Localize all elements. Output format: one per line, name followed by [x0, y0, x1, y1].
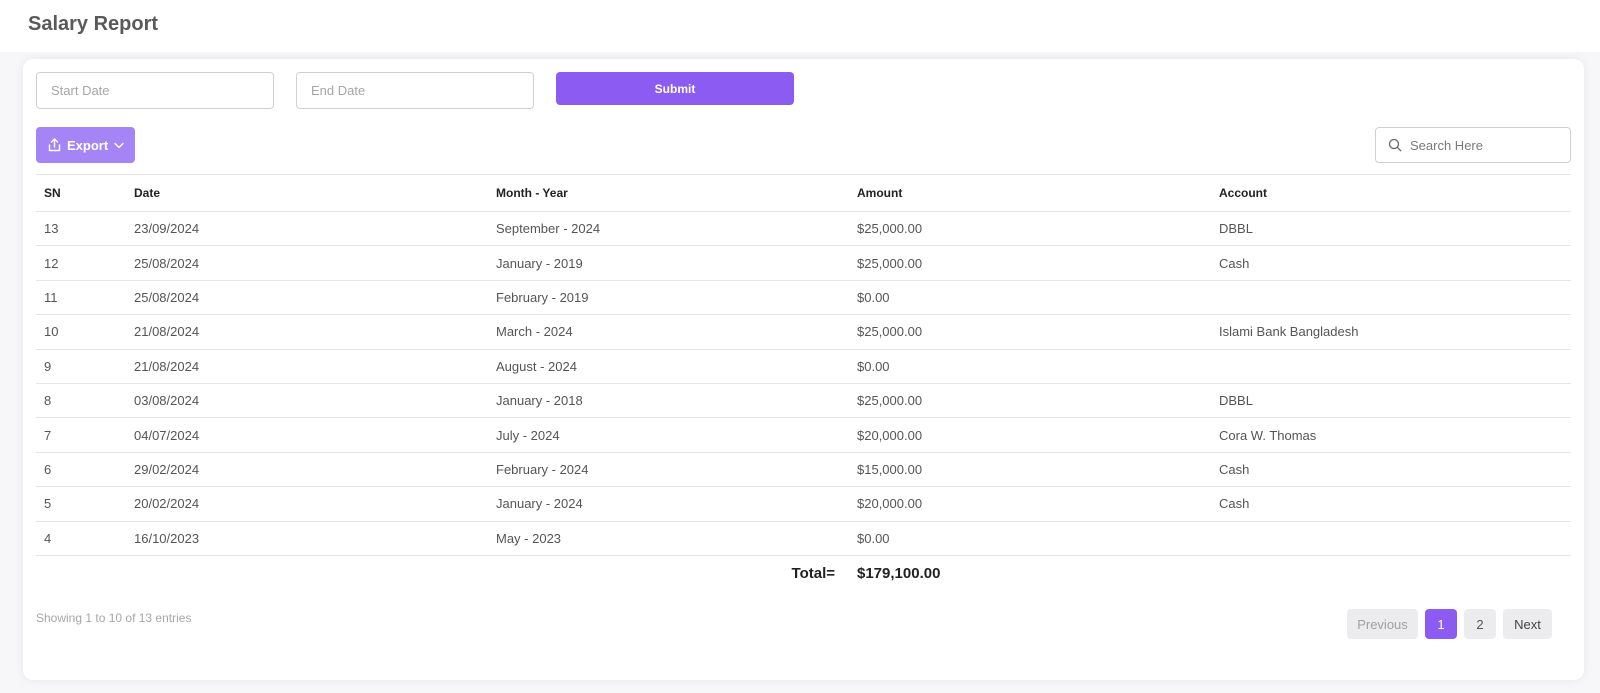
cell-date: 04/07/2024 — [126, 417, 488, 453]
cell-sn: 13 — [36, 211, 126, 247]
cell-month-year: March - 2024 — [488, 314, 849, 350]
cell-account: Cash — [1211, 245, 1571, 281]
cell-sn: 8 — [36, 383, 126, 419]
cell-date: 03/08/2024 — [126, 383, 488, 419]
cell-amount: $25,000.00 — [849, 314, 1211, 350]
table-row: 11 25/08/2024 February - 2019 $0.00 — [36, 280, 1571, 316]
cell-account: Cash — [1211, 486, 1571, 522]
page-button-2[interactable]: 2 — [1464, 609, 1496, 639]
cell-amount: $20,000.00 — [849, 486, 1211, 522]
column-header-sn[interactable]: SN — [36, 174, 126, 212]
cell-month-year: February - 2019 — [488, 280, 849, 316]
cell-sn: 10 — [36, 314, 126, 350]
cell-month-year: January - 2019 — [488, 245, 849, 281]
cell-amount: $20,000.00 — [849, 417, 1211, 453]
cell-date: 20/02/2024 — [126, 486, 488, 522]
total-label: Total= — [791, 565, 835, 583]
cell-account: Cash — [1211, 452, 1571, 488]
table-row: 6 29/02/2024 February - 2024 $15,000.00 … — [36, 452, 1571, 488]
report-card: Submit Export SN Date Month - Year Amoun… — [23, 59, 1584, 680]
total-empty-cell — [1211, 555, 1571, 591]
cell-date: 21/08/2024 — [126, 314, 488, 350]
cell-date: 23/09/2024 — [126, 211, 488, 247]
cell-date: 16/10/2023 — [126, 521, 488, 556]
cell-month-year: July - 2024 — [488, 417, 849, 453]
entries-info: Showing 1 to 10 of 13 entries — [36, 611, 192, 625]
cell-account — [1211, 349, 1571, 384]
pagination: Previous 1 2 Next — [1347, 609, 1552, 639]
cell-amount: $0.00 — [849, 349, 1211, 384]
cell-amount: $25,000.00 — [849, 211, 1211, 247]
cell-account — [1211, 280, 1571, 316]
table-row: 8 03/08/2024 January - 2018 $25,000.00 D… — [36, 383, 1571, 419]
cell-amount: $0.00 — [849, 280, 1211, 316]
cell-amount: $15,000.00 — [849, 452, 1211, 488]
cell-date: 25/08/2024 — [126, 280, 488, 316]
table-row: 12 25/08/2024 January - 2019 $25,000.00 … — [36, 245, 1571, 281]
cell-sn: 4 — [36, 521, 126, 556]
cell-sn: 9 — [36, 349, 126, 384]
top-bar: Salary Report — [0, 0, 1600, 52]
table-row: 5 20/02/2024 January - 2024 $20,000.00 C… — [36, 486, 1571, 522]
table-row: 13 23/09/2024 September - 2024 $25,000.0… — [36, 211, 1571, 247]
previous-button[interactable]: Previous — [1347, 609, 1418, 639]
table-header-row: SN Date Month - Year Amount Account — [36, 174, 1571, 212]
cell-month-year: January - 2018 — [488, 383, 849, 419]
cell-date: 25/08/2024 — [126, 245, 488, 281]
column-header-account[interactable]: Account — [1211, 174, 1571, 212]
export-button[interactable]: Export — [36, 127, 135, 163]
cell-amount: $0.00 — [849, 521, 1211, 556]
cell-sn: 7 — [36, 417, 126, 453]
search-input[interactable] — [1410, 137, 1560, 153]
export-label: Export — [67, 137, 109, 153]
cell-month-year: January - 2024 — [488, 486, 849, 522]
column-header-month-year[interactable]: Month - Year — [488, 174, 849, 212]
cell-sn: 12 — [36, 245, 126, 281]
table-row: 4 16/10/2023 May - 2023 $0.00 — [36, 521, 1571, 556]
start-date-input[interactable] — [36, 72, 274, 109]
cell-account: DBBL — [1211, 383, 1571, 419]
column-header-date[interactable]: Date — [126, 174, 488, 212]
submit-button[interactable]: Submit — [556, 72, 794, 105]
total-row: Total= $179,100.00 — [36, 555, 1571, 591]
total-value: $179,100.00 — [857, 565, 941, 583]
page-button-1[interactable]: 1 — [1425, 609, 1457, 639]
column-header-amount[interactable]: Amount — [849, 174, 1211, 212]
page-title: Salary Report — [28, 13, 159, 35]
search-box[interactable] — [1375, 127, 1571, 163]
cell-month-year: September - 2024 — [488, 211, 849, 247]
cell-date: 29/02/2024 — [126, 452, 488, 488]
end-date-input[interactable] — [296, 72, 534, 109]
table-row: 7 04/07/2024 July - 2024 $20,000.00 Cora… — [36, 417, 1571, 453]
cell-month-year: February - 2024 — [488, 452, 849, 488]
salary-table: SN Date Month - Year Amount Account 13 2… — [36, 174, 1571, 591]
cell-sn: 5 — [36, 486, 126, 522]
cell-account: Islami Bank Bangladesh — [1211, 314, 1571, 350]
export-icon — [48, 138, 61, 152]
cell-amount: $25,000.00 — [849, 383, 1211, 419]
cell-sn: 11 — [36, 280, 126, 316]
search-icon — [1388, 138, 1402, 152]
cell-account: Cora W. Thomas — [1211, 417, 1571, 453]
table-row: 9 21/08/2024 August - 2024 $0.00 — [36, 349, 1571, 384]
cell-month-year: May - 2023 — [488, 521, 849, 556]
next-button[interactable]: Next — [1503, 609, 1552, 639]
cell-month-year: August - 2024 — [488, 349, 849, 384]
cell-account: DBBL — [1211, 211, 1571, 247]
cell-date: 21/08/2024 — [126, 349, 488, 384]
table-row: 10 21/08/2024 March - 2024 $25,000.00 Is… — [36, 314, 1571, 350]
cell-account — [1211, 521, 1571, 556]
cell-amount: $25,000.00 — [849, 245, 1211, 281]
cell-sn: 6 — [36, 452, 126, 488]
chevron-down-icon — [114, 142, 124, 148]
